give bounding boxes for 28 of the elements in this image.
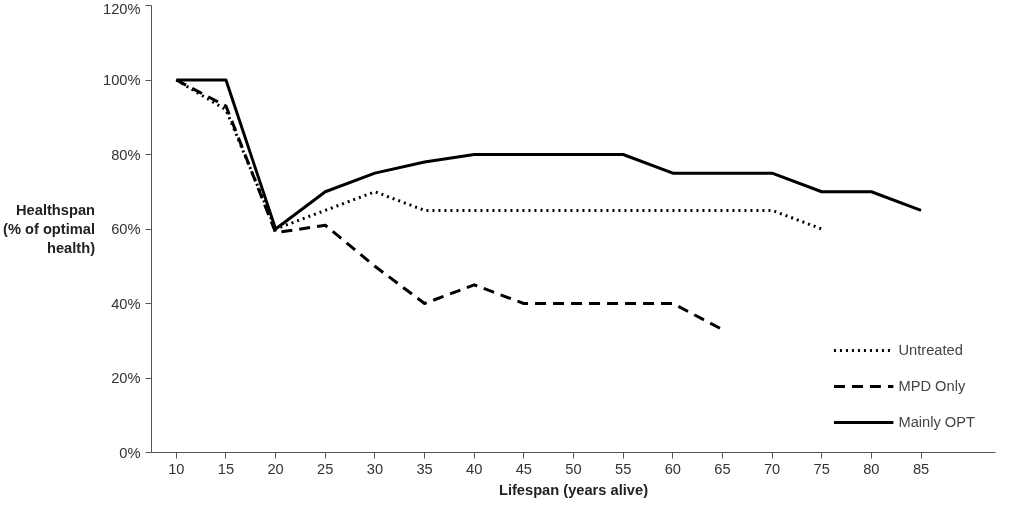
y-axis-title: Healthspan (% of optimal health): [3, 201, 96, 257]
x-tick-label: 85: [912, 460, 930, 477]
x-tick-label: 65: [714, 460, 731, 477]
y-tick-label: 60%: [111, 221, 141, 237]
x-tick-label: 40: [466, 460, 483, 477]
x-tick-label: 80: [863, 460, 880, 477]
x-tick-label: 10: [168, 460, 185, 477]
x-tick-label: 15: [217, 460, 235, 477]
x-tick-label: 55: [615, 460, 632, 477]
x-tick-label: 25: [317, 460, 334, 477]
x-tick-label: 30: [366, 460, 384, 477]
x-axis-title: Lifespan (years alive): [498, 481, 649, 498]
x-tick-label: 45: [515, 460, 533, 477]
x-tick-label: 50: [565, 460, 582, 477]
x-tick-label: 70: [763, 460, 781, 477]
legend-label: Mainly OPT: [898, 414, 975, 430]
legend-label: MPD Only: [898, 378, 966, 394]
legend-label: Untreated: [898, 342, 963, 358]
x-tick-label: 75: [813, 460, 830, 477]
y-tick-label: 80%: [111, 146, 141, 163]
y-tick-label: 20%: [111, 370, 141, 386]
y-tick-label: 100%: [103, 72, 141, 88]
y-tick-label: 120%: [103, 0, 141, 17]
y-tick-label: 0%: [119, 444, 141, 461]
x-tick-label: 35: [416, 460, 433, 477]
x-tick-label: 60: [664, 460, 681, 477]
x-tick-label: 20: [267, 460, 284, 477]
y-tick-label: 40%: [111, 295, 141, 312]
